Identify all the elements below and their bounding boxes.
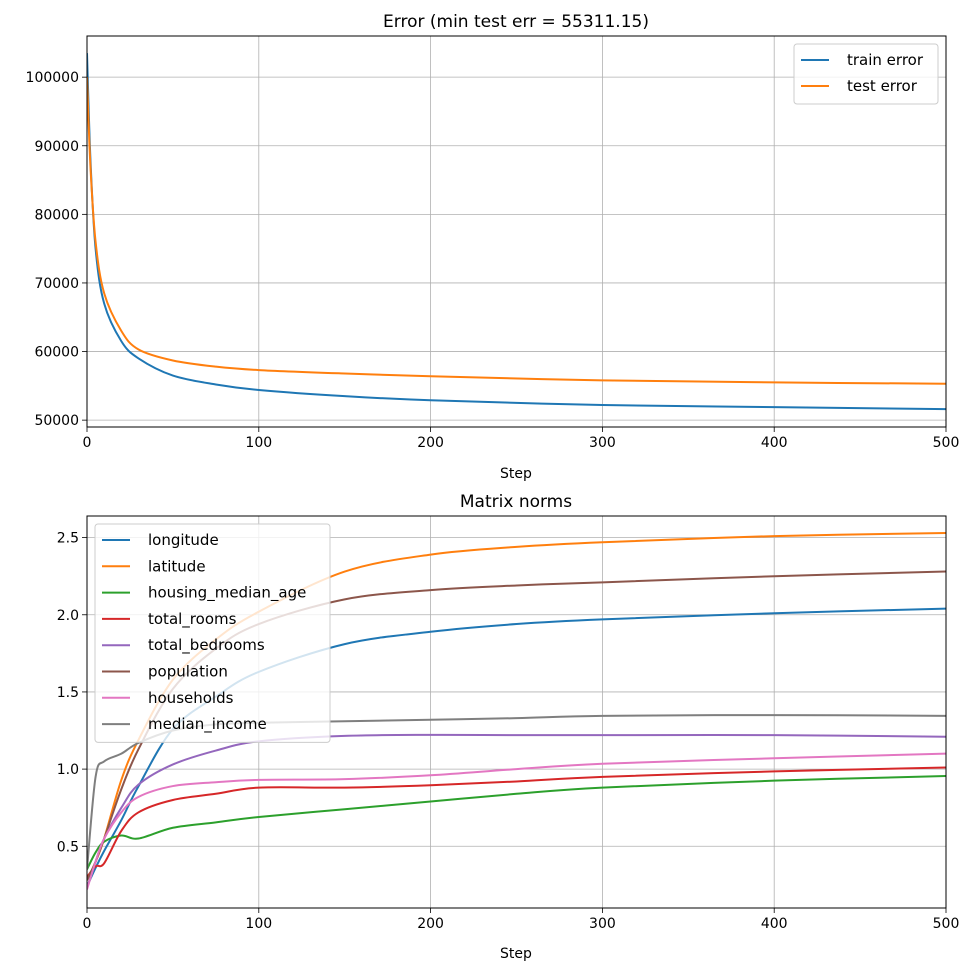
legend-label: latitude [148, 557, 206, 575]
series-group [87, 53, 946, 411]
series-line-housing_median_age [87, 775, 946, 870]
legend-label: housing_median_age [148, 584, 306, 603]
series-line-households [87, 752, 946, 890]
x-tick-label: 500 [933, 916, 960, 932]
y-tick-label: 90000 [34, 139, 79, 155]
legend: train error test error [793, 43, 939, 105]
legend-label: train error [847, 51, 924, 69]
y-tick-label: 2.5 [57, 531, 79, 547]
x-tick-label: 400 [761, 435, 788, 451]
axes-frame [86, 515, 947, 909]
chart-title-norms: Matrix norms [460, 492, 572, 512]
legend-label: population [148, 663, 228, 681]
y-tick-label: 0.5 [57, 839, 79, 855]
series-line-test error [87, 77, 946, 385]
y-tick-label: 60000 [34, 345, 79, 361]
x-tick-label: 300 [589, 916, 616, 932]
series-line-total_rooms [87, 766, 946, 878]
legend-label: test error [847, 77, 918, 95]
legend-label: households [148, 689, 234, 707]
axes-frame [86, 35, 947, 428]
x-tick-label: 500 [933, 435, 960, 451]
x-tick-label: 0 [83, 916, 92, 932]
x-tick-label: 400 [761, 916, 788, 932]
plot-0: 0 100 200 300 400 500 50000 60000 70000 80000 9000… [26, 35, 960, 451]
legend-label: total_bedrooms [148, 636, 265, 655]
x-tick-label: 200 [417, 435, 444, 451]
y-tick-label: 70000 [34, 276, 79, 292]
y-tick-label: 80000 [34, 207, 79, 223]
legend-label: longitude [148, 531, 219, 549]
legend-label: total_rooms [148, 610, 237, 629]
x-tick-label: 100 [245, 916, 272, 932]
y-tick-label: 1.5 [57, 685, 79, 701]
legend: longitude latitude housing_median_agetotal… [94, 523, 331, 743]
y-tick-label: 2.0 [57, 608, 79, 624]
x-tick-label: 200 [417, 916, 444, 932]
x-tick-label: 300 [589, 435, 616, 451]
plot-1: 0 100 200 300 400 500 0.5 1.0 1.5 2.0 2.5 longitude… [57, 515, 960, 932]
legend-label: median_income [148, 715, 267, 734]
y-tick-label: 100000 [26, 70, 79, 86]
x-axis-label-norms: Step [500, 946, 532, 962]
x-tick-label: 100 [245, 435, 272, 451]
x-axis-label-error: Step [500, 466, 532, 482]
y-tick-label: 50000 [34, 413, 79, 429]
x-tick-label: 0 [83, 435, 92, 451]
legend-box [793, 43, 939, 105]
chart-title-error: Error (min test err = 55311.15) [383, 12, 649, 32]
y-tick-label: 1.0 [57, 762, 79, 778]
legend-box [94, 523, 331, 743]
